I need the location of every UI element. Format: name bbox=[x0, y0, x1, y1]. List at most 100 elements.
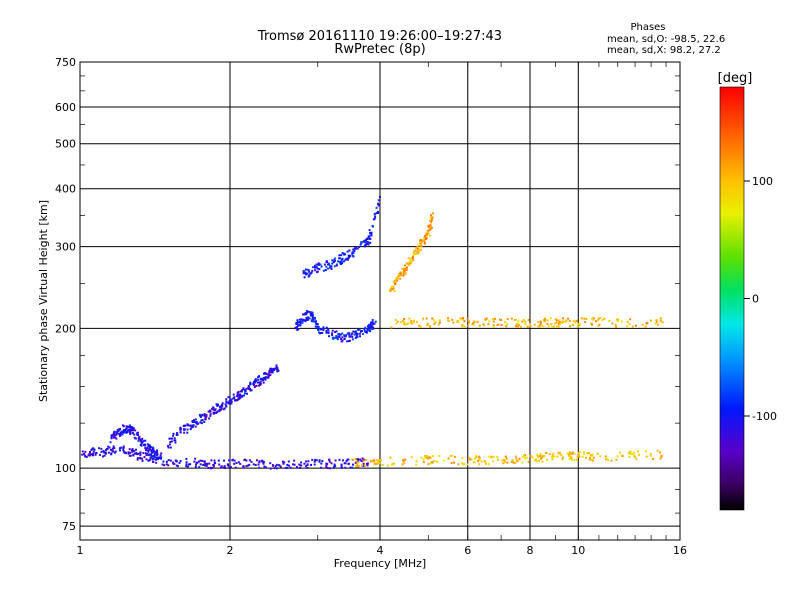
data-point bbox=[438, 454, 441, 457]
data-point bbox=[199, 459, 202, 462]
data-point bbox=[147, 450, 150, 453]
data-point bbox=[255, 459, 258, 462]
data-point bbox=[292, 463, 295, 466]
data-point bbox=[107, 451, 110, 454]
data-point bbox=[204, 416, 207, 419]
data-point bbox=[186, 431, 189, 434]
data-point bbox=[488, 320, 491, 323]
data-point bbox=[233, 459, 236, 462]
data-point bbox=[560, 454, 563, 457]
data-point bbox=[152, 447, 155, 450]
data-point bbox=[569, 325, 572, 328]
data-point bbox=[304, 465, 307, 468]
data-point bbox=[183, 424, 186, 427]
data-point bbox=[515, 325, 518, 328]
data-point bbox=[573, 452, 576, 455]
data-point bbox=[638, 453, 641, 456]
data-point bbox=[183, 428, 186, 431]
data-point bbox=[215, 403, 218, 406]
data-point bbox=[361, 457, 364, 460]
data-point bbox=[367, 327, 370, 330]
data-point bbox=[317, 262, 320, 265]
data-point bbox=[447, 457, 450, 460]
data-point bbox=[659, 317, 662, 320]
data-point bbox=[352, 248, 355, 251]
data-point bbox=[258, 375, 261, 378]
data-point bbox=[492, 325, 495, 328]
data-point bbox=[420, 243, 423, 246]
data-point bbox=[631, 325, 634, 328]
data-point bbox=[362, 459, 365, 462]
data-point bbox=[151, 450, 154, 453]
data-point bbox=[168, 443, 171, 446]
data-point bbox=[237, 390, 240, 393]
data-point bbox=[409, 262, 412, 265]
data-point bbox=[426, 324, 429, 327]
data-point bbox=[104, 451, 107, 454]
data-point bbox=[403, 321, 406, 324]
data-point bbox=[109, 441, 112, 444]
data-point bbox=[203, 461, 206, 464]
data-point bbox=[239, 390, 242, 393]
data-point bbox=[84, 455, 87, 458]
data-point bbox=[199, 414, 202, 417]
data-point bbox=[178, 461, 181, 464]
data-point bbox=[506, 323, 509, 326]
data-point bbox=[233, 462, 236, 465]
data-point bbox=[298, 318, 301, 321]
data-point bbox=[245, 387, 248, 390]
data-point bbox=[337, 260, 340, 263]
data-point bbox=[119, 449, 122, 452]
data-point bbox=[330, 267, 333, 270]
data-point bbox=[335, 264, 338, 267]
data-point bbox=[459, 318, 462, 321]
data-point bbox=[187, 463, 190, 466]
data-point bbox=[335, 335, 338, 338]
data-point bbox=[431, 317, 434, 320]
data-point bbox=[331, 329, 334, 332]
data-point bbox=[331, 332, 334, 335]
data-point bbox=[592, 456, 595, 459]
data-point bbox=[344, 258, 347, 261]
data-point bbox=[112, 433, 115, 436]
data-point bbox=[283, 461, 286, 464]
data-point bbox=[93, 448, 96, 451]
data-point bbox=[248, 459, 251, 462]
data-point bbox=[125, 431, 128, 434]
data-point bbox=[137, 433, 140, 436]
data-point bbox=[588, 452, 591, 455]
data-point bbox=[235, 399, 238, 402]
data-point bbox=[386, 464, 389, 467]
data-point bbox=[259, 378, 262, 381]
data-point bbox=[485, 317, 488, 320]
data-point bbox=[498, 318, 501, 321]
data-point bbox=[592, 459, 595, 462]
phase-stats-x: mean, sd,X: 98.2, 27.2 bbox=[607, 45, 721, 56]
data-point bbox=[629, 452, 632, 455]
data-point bbox=[269, 467, 272, 470]
data-point bbox=[155, 461, 158, 464]
data-point bbox=[407, 322, 410, 325]
data-point bbox=[423, 455, 426, 458]
data-point bbox=[408, 317, 411, 320]
data-point bbox=[305, 313, 308, 316]
data-point bbox=[117, 432, 120, 435]
data-point bbox=[201, 418, 204, 421]
data-point bbox=[514, 318, 517, 321]
data-point bbox=[319, 331, 322, 334]
data-point bbox=[539, 454, 542, 457]
data-point bbox=[253, 386, 256, 389]
data-point bbox=[543, 320, 546, 323]
data-point bbox=[496, 456, 499, 459]
data-point bbox=[213, 459, 216, 462]
data-point bbox=[512, 461, 515, 464]
data-point bbox=[92, 450, 95, 453]
data-point bbox=[435, 460, 438, 463]
data-point bbox=[431, 455, 434, 458]
grid-lines bbox=[80, 62, 680, 540]
data-point bbox=[81, 450, 84, 453]
data-point bbox=[259, 382, 262, 385]
data-point bbox=[644, 450, 647, 453]
data-point bbox=[540, 324, 543, 327]
data-point bbox=[325, 265, 328, 268]
